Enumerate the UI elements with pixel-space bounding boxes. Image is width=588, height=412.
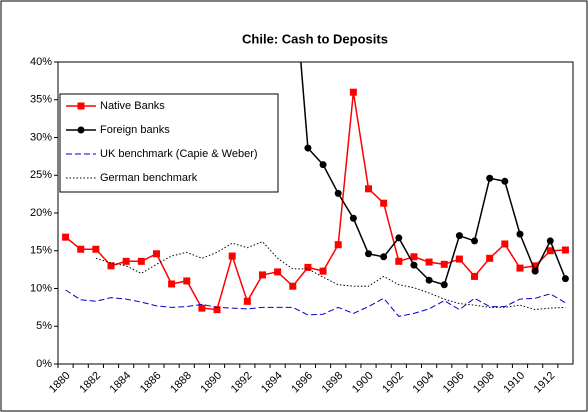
marker: [440, 281, 448, 289]
marker: [107, 262, 115, 270]
marker: [440, 260, 448, 268]
series-line: [65, 92, 566, 311]
marker: [561, 275, 569, 283]
marker: [365, 185, 373, 193]
legend-label: Native Banks: [100, 100, 165, 112]
y-tick-label: 10%: [30, 282, 52, 294]
y-tick-label: 0%: [36, 358, 52, 370]
marker: [122, 257, 130, 265]
y-tick-label: 30%: [30, 131, 52, 143]
legend-label: Foreign banks: [100, 124, 170, 136]
legend-label: German benchmark: [100, 172, 198, 184]
marker: [501, 177, 509, 185]
y-tick-label: 15%: [30, 245, 52, 257]
series-line: [95, 241, 566, 311]
marker: [501, 240, 509, 248]
y-tick-label: 40%: [30, 56, 52, 68]
marker: [62, 233, 70, 241]
marker: [183, 277, 191, 285]
marker: [349, 88, 357, 96]
series-line: [65, 289, 566, 317]
marker: [546, 247, 554, 255]
y-tick-label: 35%: [30, 94, 52, 106]
marker: [77, 245, 85, 253]
legend-label: UK benchmark (Capie & Weber): [100, 148, 258, 160]
legend-marker: [77, 102, 85, 110]
marker: [395, 234, 403, 242]
marker: [365, 250, 373, 258]
marker: [486, 254, 494, 262]
marker: [289, 282, 297, 290]
marker: [334, 241, 342, 249]
marker: [213, 306, 221, 314]
marker: [168, 280, 176, 288]
marker: [516, 230, 524, 238]
marker: [349, 214, 357, 222]
marker: [274, 268, 282, 276]
marker: [304, 263, 312, 271]
marker: [471, 237, 479, 245]
marker: [152, 250, 160, 258]
marker: [455, 255, 463, 263]
marker: [380, 199, 388, 207]
marker: [455, 232, 463, 240]
chart-title: Chile: Cash to Deposits: [242, 31, 388, 46]
marker: [304, 144, 312, 152]
marker: [395, 257, 403, 265]
marker: [334, 189, 342, 197]
plot-layer: [62, 62, 569, 317]
marker: [319, 161, 327, 169]
marker: [243, 297, 251, 305]
marker: [425, 258, 433, 266]
marker: [471, 272, 479, 280]
marker: [546, 237, 554, 245]
marker: [319, 267, 327, 275]
marker: [561, 246, 569, 254]
marker: [410, 253, 418, 261]
legend-box: [59, 93, 279, 193]
marker: [198, 304, 206, 312]
marker: [380, 253, 388, 261]
marker: [228, 252, 236, 260]
marker: [410, 261, 418, 269]
marker: [425, 276, 433, 284]
marker: [137, 257, 145, 265]
y-tick-label: 25%: [30, 169, 52, 181]
marker: [258, 271, 266, 279]
legend: Native Banks Foreign banks UK benchmark (C…: [59, 93, 279, 193]
marker: [92, 245, 100, 253]
marker: [531, 262, 539, 270]
legend-marker: [77, 126, 85, 134]
marker: [531, 267, 539, 275]
marker: [486, 174, 494, 182]
y-tick-label: 20%: [30, 207, 52, 219]
marker: [516, 264, 524, 272]
y-tick-label: 5%: [36, 320, 52, 332]
